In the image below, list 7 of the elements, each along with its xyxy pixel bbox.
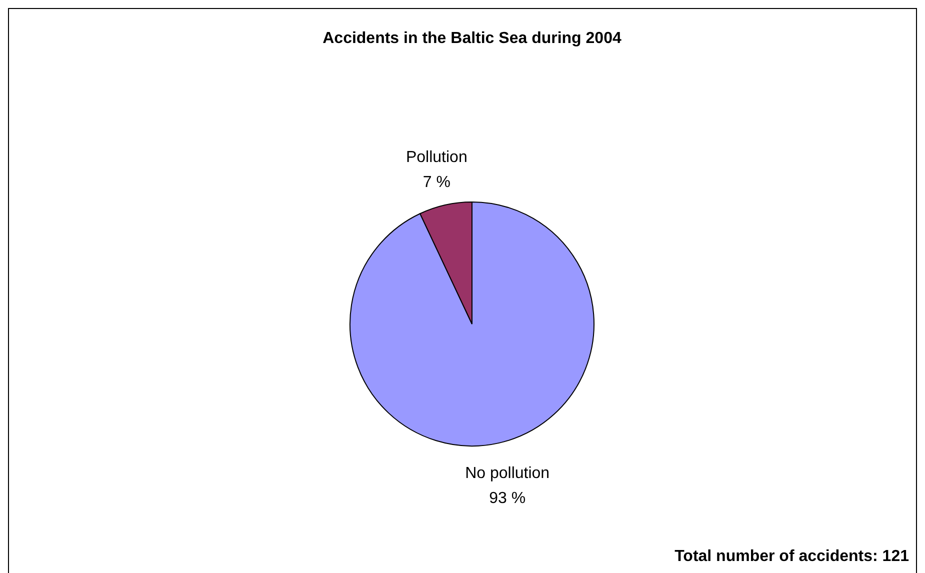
pie-slice xyxy=(350,202,594,446)
chart-title: Accidents in the Baltic Sea during 2004 xyxy=(322,30,622,47)
slice-label: No pollution xyxy=(465,465,550,482)
text: Total number of accidents: 121 xyxy=(674,548,910,565)
data-label: 7 % xyxy=(422,174,450,191)
slice-label: Pollution xyxy=(406,148,468,166)
data-label: 93 % xyxy=(489,490,526,508)
